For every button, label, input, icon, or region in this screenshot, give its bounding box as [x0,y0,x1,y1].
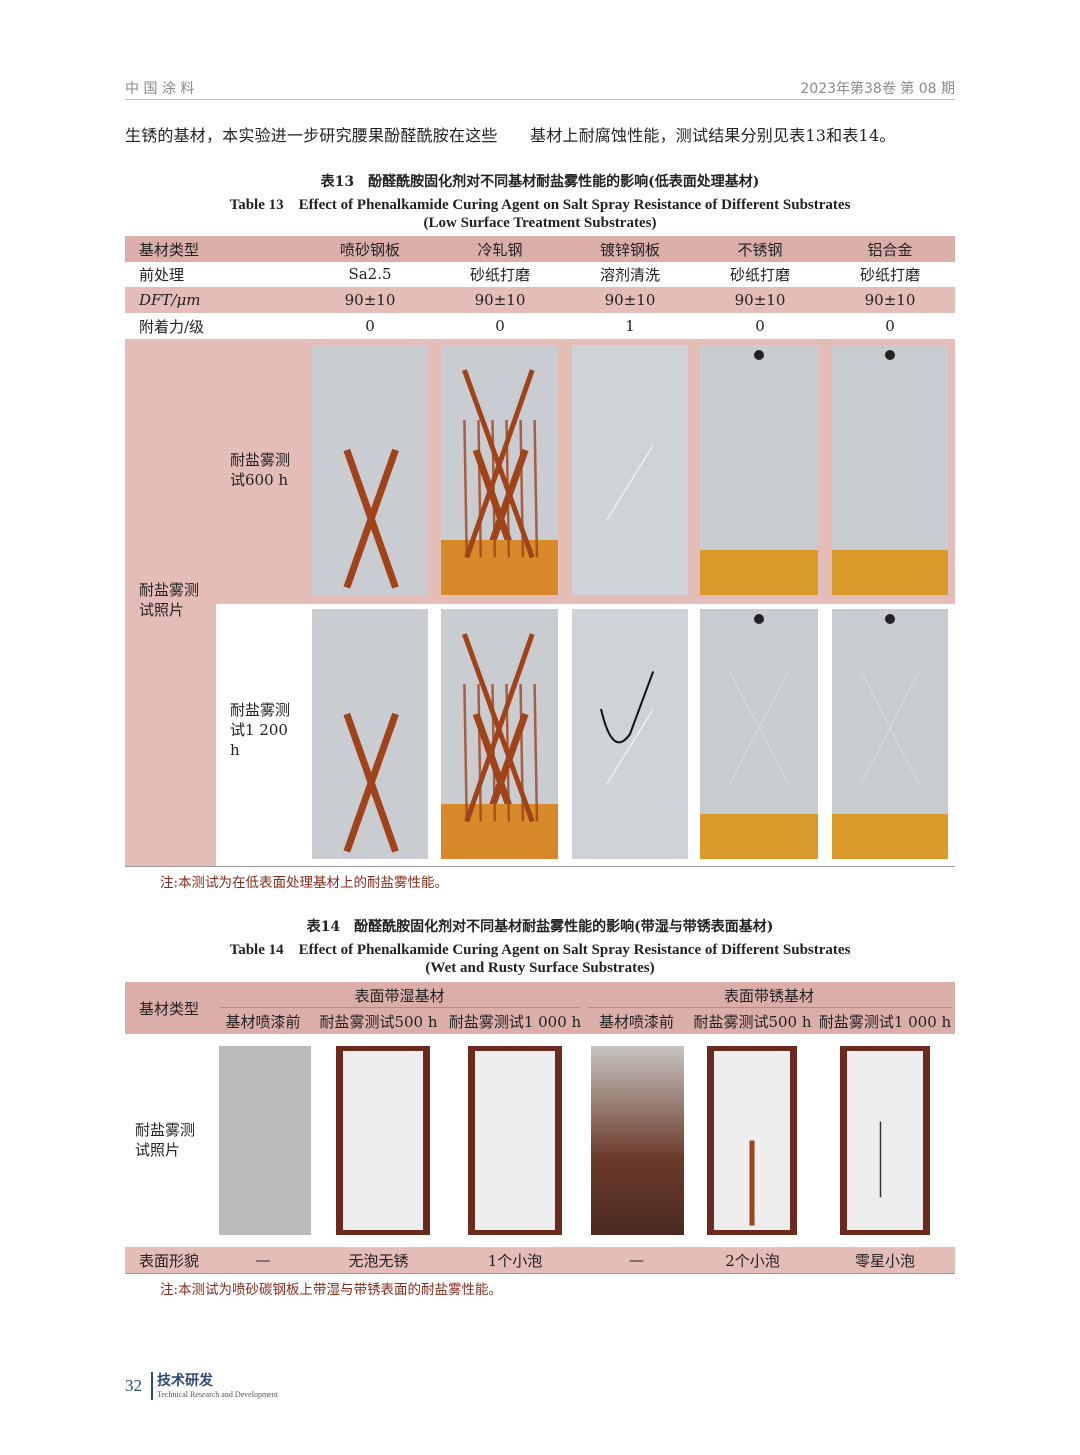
photo-label: 耐盐雾测试照片 [139,581,200,619]
table-cell: 90±10 [435,287,565,313]
table-cell: 0 [885,317,895,335]
table-cell: 镀锌钢板 [565,236,695,262]
table-cell: 砂纸打磨 [859,265,920,284]
row-header: 基材类型 [139,999,200,1018]
sub-header: 耐盐雾测试500 h [319,1012,438,1031]
table13-note: 注:本测试为在低表面处理基材上的耐盐雾性能。 [160,875,449,891]
photo-row-label: 耐盐雾测试600 h [230,451,291,489]
table-cell: 砂纸打磨 [469,265,530,284]
table-cell: 喷砂钢板 [305,236,435,262]
photo-row-label: 耐盐雾测试1 200 h [230,701,291,759]
table-cell: 0 [495,317,505,335]
test-panel-photo [591,1046,684,1235]
table13-caption-en: Table 13 Effect of Phenalkamide Curing A… [229,197,851,213]
table13-bottom-rule [125,866,955,867]
test-panel-photo [441,345,558,595]
row-label: 附着力/级 [139,317,205,336]
table-cell: 90±10 [695,287,825,313]
test-panel-photo [700,609,818,859]
result-cell: 零星小泡 [854,1251,915,1270]
photo-label: 耐盐雾测试照片 [135,1121,196,1159]
body-text: 生锈的基材，本实验进一步研究腰果酚醛酰胺在这些 基材上耐腐蚀性能，测试结果分别见… [125,126,896,145]
result-cell: 无泡无锈 [348,1251,409,1270]
table14-header-bg [125,982,955,1034]
footer-section-cn: 技术研发 [157,1373,213,1389]
footer-divider [151,1372,153,1400]
sub-header: 基材喷漆前 [225,1012,301,1031]
test-panel-photo [312,345,428,595]
table-cell: 0 [755,317,765,335]
table-cell: 冷轧钢 [435,236,565,262]
group-rule [588,1007,952,1008]
table13-caption-en-sub: (Low Surface Treatment Substrates) [423,215,657,231]
group-header: 表面带锈基材 [723,986,814,1005]
sub-header: 基材喷漆前 [598,1012,674,1031]
result-row-bg [125,1247,955,1273]
table-cell: 90±10 [305,287,435,313]
test-panel-photo [572,345,688,595]
result-cell: — [255,1251,271,1269]
result-cell: — [629,1251,644,1269]
table-cell: Sa2.5 [348,265,392,283]
table14-caption-en-sub: (Wet and Rusty Surface Substrates) [425,960,655,976]
test-panel-photo [219,1046,311,1235]
row-label: 基材类型 [125,236,305,262]
sub-header: 耐盐雾测试1 000 h [448,1012,582,1031]
row-label: DFT/μm [125,287,305,313]
test-panel-photo [707,1046,797,1235]
test-panel-photo [468,1046,562,1235]
test-panel-photo [840,1046,930,1235]
sub-header: 耐盐雾测试1 000 h [818,1012,952,1031]
test-panel-photo [572,609,688,859]
group-header: 表面带湿基材 [354,986,445,1005]
row-label: 前处理 [139,265,185,284]
table-cell: 1 [625,317,635,335]
test-panel-photo [312,609,428,859]
issue-info: 2023年第38卷 第 08 期 [800,81,955,97]
test-panel-photo [441,609,558,859]
table14-note: 注:本测试为喷砂碳钢板上带湿与带锈表面的耐盐雾性能。 [160,1282,503,1298]
group-rule [220,1007,580,1008]
result-label: 表面形貌 [139,1251,200,1270]
test-panel-photo [336,1046,430,1235]
footer-section-en: Technical Research and Development [157,1390,278,1399]
table13-caption-cn: 表13 酚醛酰胺固化剂对不同基材耐盐雾性能的影响(低表面处理基材) [320,174,760,190]
test-panel-photo [832,609,948,859]
table-cell: 砂纸打磨 [729,265,790,284]
page-number: 32 [125,1376,142,1395]
photo-label-bg [125,604,216,866]
sub-header: 耐盐雾测试500 h [693,1012,812,1031]
test-panel-photo [832,345,948,595]
table14-caption-en: Table 14 Effect of Phenalkamide Curing A… [229,942,851,958]
test-panel-photo [700,345,818,595]
table-cell: 90±10 [825,287,955,313]
table-cell: 0 [365,317,375,335]
table14-bottom-rule [125,1273,955,1274]
header-rule [125,99,955,100]
result-cell: 2个小泡 [725,1251,780,1270]
result-cell: 1个小泡 [487,1251,543,1270]
table-cell: 溶剂清洗 [599,265,660,284]
table-cell: 铝合金 [825,236,955,262]
table-cell: 90±10 [565,287,695,313]
table14-caption-cn: 表14 酚醛酰胺固化剂对不同基材耐盐雾性能的影响(带湿与带锈表面基材) [306,919,774,935]
journal-name: 中 国 涂 料 [125,81,195,97]
table-cell: 不锈钢 [695,236,825,262]
